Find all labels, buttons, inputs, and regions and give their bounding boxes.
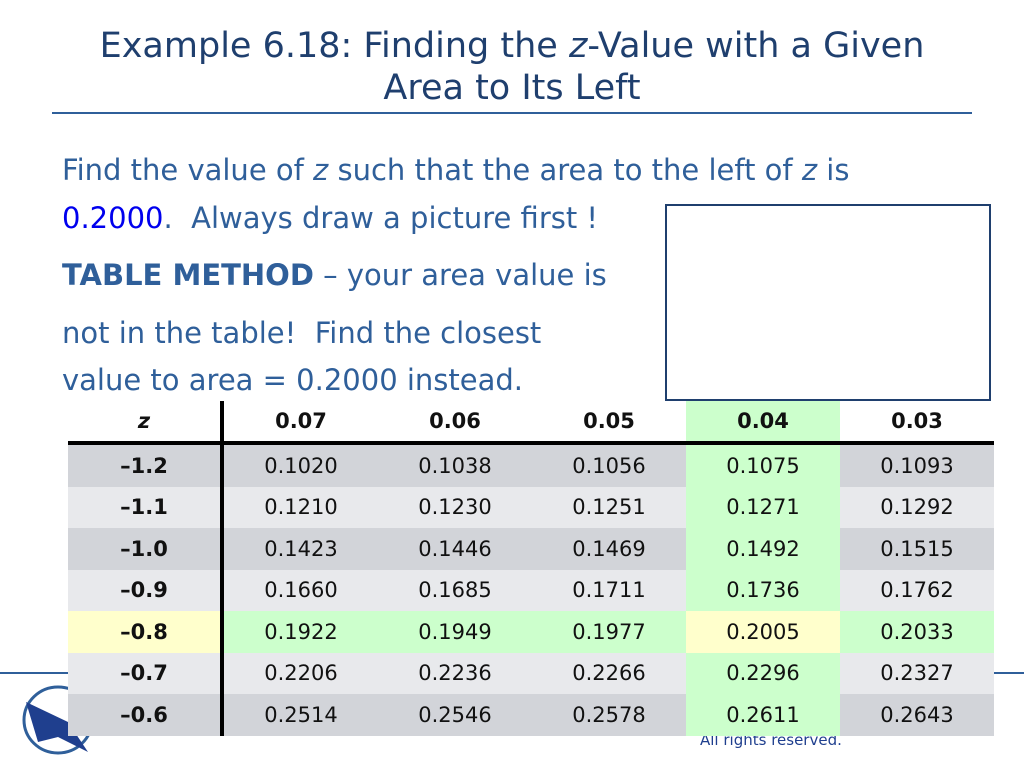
table-cell: 0.1093 xyxy=(840,443,994,487)
table-cell: 0.2578 xyxy=(532,694,686,736)
table-cell: 0.1446 xyxy=(378,528,532,570)
table-cell: 0.1020 xyxy=(222,443,378,487)
highlight-value: 0.2000 xyxy=(62,201,164,235)
table-row: –0.7 0.2206 0.2236 0.2266 0.2296 0.2327 xyxy=(68,652,994,694)
row-label: –0.8 xyxy=(68,611,224,653)
table-cell: 0.1038 xyxy=(378,443,532,487)
z-table: z 0.07 0.06 0.05 0.04 0.03 –1.2 0.1020 0.1038 0.1… xyxy=(68,401,994,736)
table-cell: 0.1469 xyxy=(532,528,686,570)
table-cell: 0.1251 xyxy=(532,486,686,528)
table-cell: 0.2236 xyxy=(378,652,532,694)
table-cell: 0.1660 xyxy=(222,569,378,611)
title-rule xyxy=(52,112,972,114)
table-cell: 0.2033 xyxy=(840,611,994,653)
text: TABLE METHOD xyxy=(62,258,314,292)
table-cell: 0.1515 xyxy=(840,528,994,570)
table-cell: 0.1711 xyxy=(532,569,686,611)
paragraph: not in the table! Find the closest xyxy=(62,316,542,350)
text: z xyxy=(313,153,329,187)
header-cell: 0.07 xyxy=(222,401,378,445)
table-cell: 0.1736 xyxy=(686,569,840,611)
table-cell: 0.1685 xyxy=(378,569,532,611)
table-cell: 0.1492 xyxy=(686,528,840,570)
table-cell: 0.1056 xyxy=(532,443,686,487)
table-cell: 0.1423 xyxy=(222,528,378,570)
table-row: –0.9 0.1660 0.1685 0.1711 0.1736 0.1762 xyxy=(68,569,994,611)
title-text: z xyxy=(568,26,588,66)
row-label: –1.2 xyxy=(68,443,224,487)
table-cell: 0.1762 xyxy=(840,569,994,611)
row-label: –0.7 xyxy=(68,652,224,694)
table-row: –0.8 0.1922 0.1949 0.1977 0.2005 0.2033 xyxy=(68,611,994,653)
table-row: –1.1 0.1210 0.1230 0.1251 0.1271 0.1292 xyxy=(68,486,994,528)
text: Find the value of xyxy=(62,153,314,187)
header-row: z 0.07 0.06 0.05 0.04 0.03 xyxy=(68,401,994,445)
paragraph: value to area = 0.2000 instead. xyxy=(62,363,524,397)
table-cell: 0.1075 xyxy=(686,443,840,487)
text: such that the area to the left of xyxy=(328,153,802,187)
title-text: Example 6.18: Finding the xyxy=(99,26,569,66)
title-text: -Value with a Given xyxy=(587,26,925,66)
text: . Always draw a picture first ! xyxy=(163,201,599,235)
row-label: –1.0 xyxy=(68,528,224,570)
table-cell: 0.2005 xyxy=(686,611,840,653)
paragraph: TABLE METHOD – your area value is xyxy=(62,258,607,292)
table-cell: 0.1922 xyxy=(222,611,378,653)
row-label: –0.6 xyxy=(68,694,224,736)
text: – your area value is xyxy=(313,258,607,292)
table-cell: 0.1210 xyxy=(222,486,378,528)
text: is xyxy=(817,153,850,187)
header-cell: 0.03 xyxy=(840,401,994,445)
table-row: –1.2 0.1020 0.1038 0.1056 0.1075 0.1093 xyxy=(68,443,994,487)
table-cell: 0.2546 xyxy=(378,694,532,736)
table-cell: 0.1271 xyxy=(686,486,840,528)
header-cell: 0.06 xyxy=(378,401,532,445)
table-cell: 0.1977 xyxy=(532,611,686,653)
header-cell: 0.05 xyxy=(532,401,686,445)
table-row: –1.0 0.1423 0.1446 0.1469 0.1492 0.1515 xyxy=(68,528,994,570)
text: z xyxy=(801,153,818,187)
row-label: –0.9 xyxy=(68,569,224,611)
paragraph: 0.2000. Always draw a picture first ! xyxy=(62,201,598,235)
table-cell: 0.2327 xyxy=(840,652,994,694)
table-cell: 0.2514 xyxy=(222,694,378,736)
picture-box xyxy=(665,204,991,401)
table-row: –0.6 0.2514 0.2546 0.2578 0.2611 0.2643 xyxy=(68,694,994,736)
footer-text: All rights reserved. xyxy=(700,731,842,749)
title-line: Area to Its Left xyxy=(383,68,641,108)
table-cell: 0.1949 xyxy=(378,611,532,653)
table-cell: 0.2611 xyxy=(686,694,840,736)
table-cell: 0.1292 xyxy=(840,486,994,528)
row-label: –1.1 xyxy=(68,486,224,528)
header-cell: 0.04 xyxy=(686,401,840,445)
table-cell: 0.1230 xyxy=(378,486,532,528)
table-cell: 0.2206 xyxy=(222,652,378,694)
header-cell: z xyxy=(68,401,224,445)
table-cell: 0.2266 xyxy=(532,652,686,694)
paragraph: Find the value of z such that the area t… xyxy=(62,153,849,187)
title-line: Example 6.18: Finding the z-Value with a… xyxy=(0,26,1024,66)
table-cell: 0.2296 xyxy=(686,652,840,694)
table-cell: 0.2643 xyxy=(840,694,994,736)
